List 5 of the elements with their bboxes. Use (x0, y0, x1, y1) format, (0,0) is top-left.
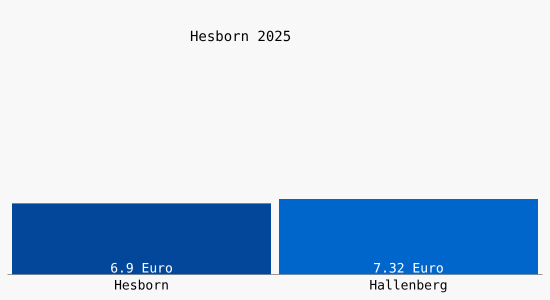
x-tick-label: Hallenberg (369, 278, 448, 294)
data-label: 6.9 Euro (110, 261, 173, 276)
chart-title: Hesborn 2025 (190, 29, 292, 45)
data-label: 7.32 Euro (373, 261, 444, 276)
x-tick-label: Hesborn (114, 278, 169, 294)
